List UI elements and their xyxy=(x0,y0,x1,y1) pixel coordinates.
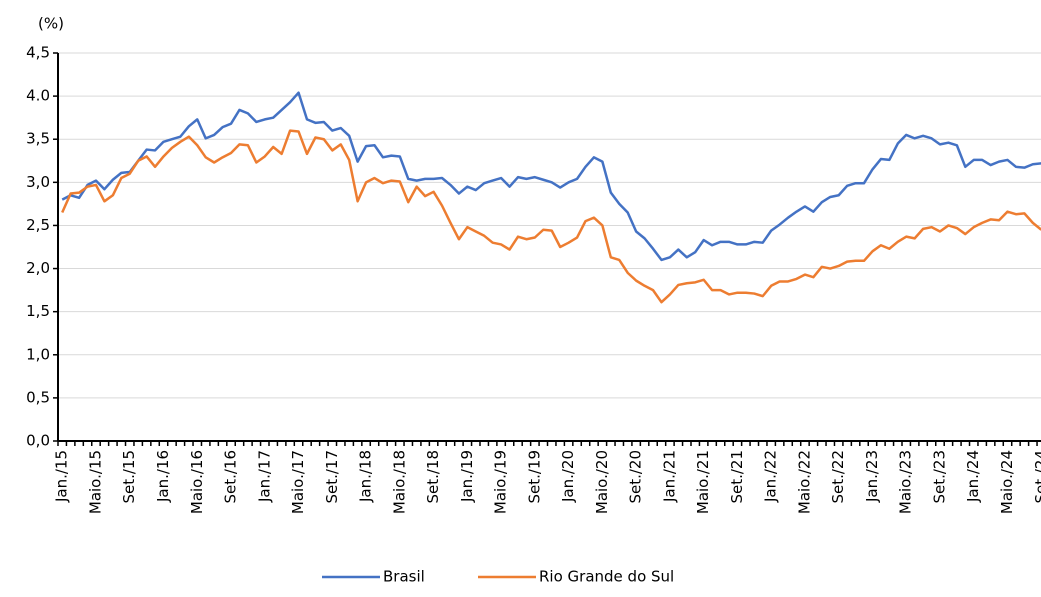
x-tick-label: Maio./17 xyxy=(289,450,307,514)
y-tick-label: 1,5 xyxy=(26,302,50,320)
y-tick-label: 0,0 xyxy=(26,432,50,450)
y-tick-label: 0,5 xyxy=(26,388,50,406)
x-tick-label: Maio./16 xyxy=(188,450,206,514)
y-tick-label: 4,5 xyxy=(26,44,50,62)
x-tick-label: Maio./23 xyxy=(897,450,915,514)
x-tick-label: Jan./15 xyxy=(53,450,71,503)
x-tick-label: Set./22 xyxy=(829,450,847,504)
x-tick-label: Set./16 xyxy=(222,450,240,504)
x-tick-label: Set./15 xyxy=(120,450,138,504)
y-tick-label: 1,0 xyxy=(26,345,50,363)
x-tick-label: Jan./20 xyxy=(559,450,577,503)
x-tick-label: Jan./19 xyxy=(458,450,476,503)
y-tick-label: 3,5 xyxy=(26,130,50,148)
x-tick-label: Jan./17 xyxy=(255,450,273,503)
x-tick-label: Set./24 xyxy=(1032,450,1041,504)
legend-label: Brasil xyxy=(383,568,425,586)
x-tick-label: Set./20 xyxy=(627,450,645,504)
x-tick-label: Maio./21 xyxy=(694,450,712,514)
y-axis-label: (%) xyxy=(38,15,64,33)
x-tick-label: Maio./19 xyxy=(492,450,510,514)
y-tick-label: 2,0 xyxy=(26,259,50,277)
x-tick-label: Jan./18 xyxy=(357,450,375,503)
x-tick-label: Maio./24 xyxy=(998,450,1016,514)
y-tick-label: 4.0 xyxy=(26,87,50,105)
x-tick-label: Maio./15 xyxy=(86,450,104,514)
legend-label: Rio Grande do Sul xyxy=(539,568,674,586)
x-tick-label: Set./17 xyxy=(323,450,341,504)
x-tick-label: Jan./23 xyxy=(863,450,881,503)
series-line xyxy=(61,91,1041,262)
x-tick-label: Jan./16 xyxy=(154,450,172,503)
x-tick-label: Set./18 xyxy=(424,450,442,504)
series-line xyxy=(61,129,1041,304)
y-tick-label: 3,0 xyxy=(26,173,50,191)
x-tick-label: Maio./20 xyxy=(593,450,611,514)
x-tick-label: Jan./22 xyxy=(762,450,780,503)
x-tick-label: Jan./24 xyxy=(964,450,982,503)
x-tick-label: Jan./21 xyxy=(660,450,678,503)
x-tick-label: Set./23 xyxy=(930,450,948,504)
x-tick-label: Set./21 xyxy=(728,450,746,504)
x-tick-label: Maio./22 xyxy=(795,450,813,514)
x-tick-label: Maio./18 xyxy=(390,450,408,514)
y-tick-label: 2,5 xyxy=(26,216,50,234)
x-tick-label: Set./19 xyxy=(525,450,543,504)
